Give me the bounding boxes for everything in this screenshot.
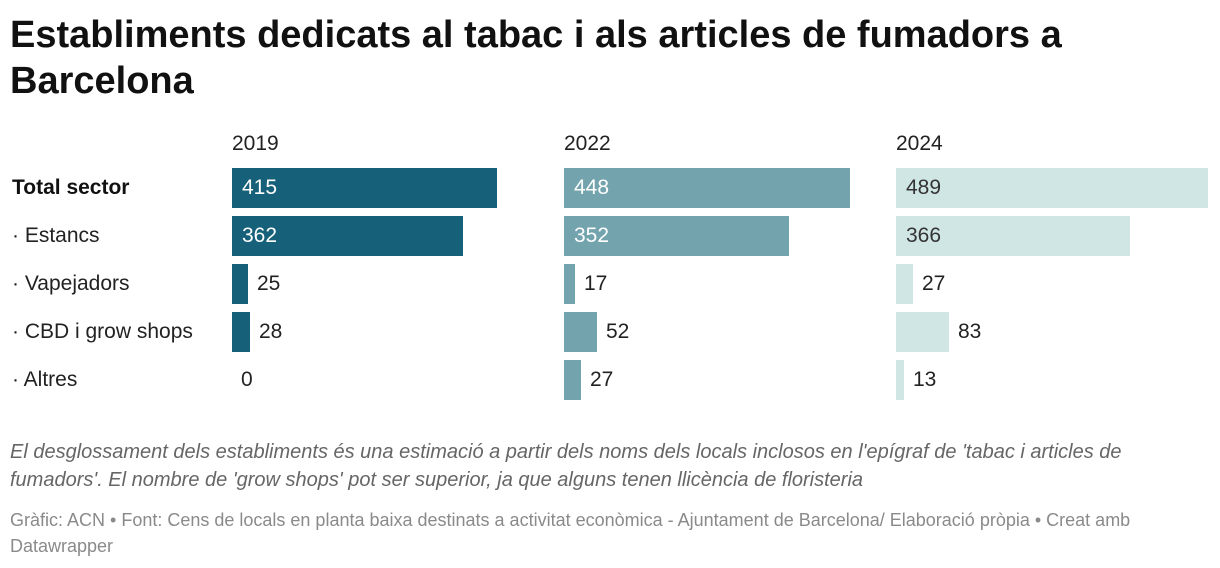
value-label-2019-3: 28 [259,320,283,343]
value-label-2022-1: 352 [574,224,610,247]
value-label-2022-2: 17 [584,272,608,295]
chart-note: El desglossament dels establiments és un… [10,441,1122,491]
row-label-3: · CBD i grow shops [12,320,193,343]
bar-2022-1 [564,216,789,256]
value-label-2024-0: 489 [906,176,942,199]
value-label-2019-4: 0 [241,368,253,391]
row-label-4: · Altres [12,368,78,391]
chart-source: Gràfic: ACN • Font: Cens de locals en pl… [10,510,1131,556]
value-label-2024-4: 13 [913,368,937,391]
bar-2022-3 [564,312,597,352]
value-label-2022-0: 448 [574,176,610,199]
series-header-2019: 2019 [232,132,279,155]
bar-2024-2 [896,264,913,304]
bar-2024-3 [896,312,949,352]
value-label-2022-4: 27 [590,368,614,391]
value-label-2019-0: 415 [242,176,278,199]
value-label-2024-3: 83 [958,320,982,343]
bar-2019-3 [232,312,250,352]
bar-2022-0 [564,168,850,208]
value-label-2019-2: 25 [257,272,281,295]
bar-2019-2 [232,264,248,304]
bar-2024-0 [896,168,1208,208]
value-label-2024-2: 27 [922,272,946,295]
bar-2022-4 [564,360,581,400]
row-label-0: Total sector [12,176,130,199]
row-label-1: · Estancs [12,224,100,247]
series-header-2024: 2024 [896,132,943,155]
bar-2022-2 [564,264,575,304]
bar-2024-4 [896,360,904,400]
series-header-2022: 2022 [564,132,611,155]
value-label-2024-1: 366 [906,224,942,247]
bar-2019-0 [232,168,497,208]
bar-2024-1 [896,216,1130,256]
value-label-2019-1: 362 [242,224,278,247]
row-label-2: · Vapejadors [12,272,130,295]
chart-title: Establiments dedicats al tabac i als art… [10,14,1062,102]
bar-2019-1 [232,216,463,256]
value-label-2022-3: 52 [606,320,630,343]
